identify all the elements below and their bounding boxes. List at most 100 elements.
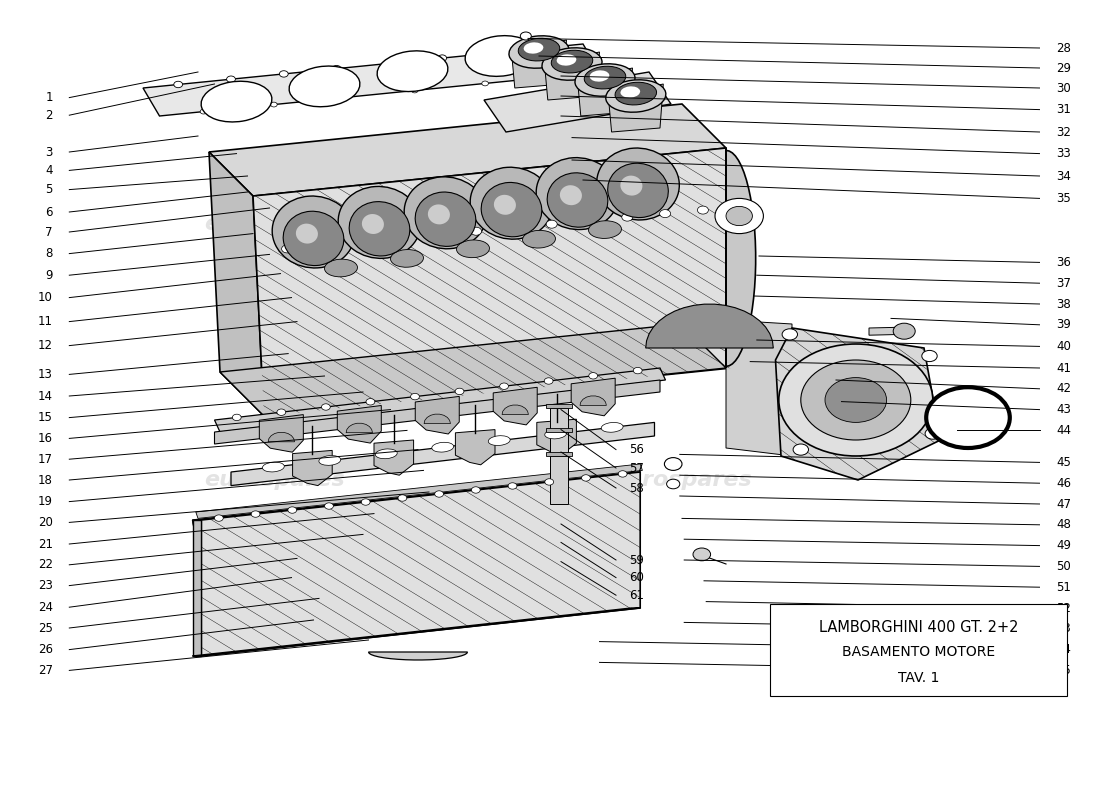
Polygon shape [726,148,756,368]
Polygon shape [192,520,201,656]
Text: 47: 47 [1056,498,1071,510]
Text: 32: 32 [1056,126,1071,138]
Text: 22: 22 [37,558,53,571]
Text: eurospares: eurospares [205,470,345,490]
Circle shape [926,387,1010,448]
Text: 3: 3 [45,146,53,158]
Circle shape [411,88,418,93]
Polygon shape [374,440,414,475]
Circle shape [634,367,642,374]
Ellipse shape [481,182,542,237]
Polygon shape [231,422,654,486]
Text: 20: 20 [37,516,53,529]
Text: 50: 50 [1056,560,1070,573]
Text: 54: 54 [1056,643,1071,656]
Circle shape [288,507,297,514]
Polygon shape [646,304,773,348]
Bar [770,604,1067,696]
Ellipse shape [547,173,608,227]
Text: 8: 8 [45,247,53,260]
Text: BASAMENTO MOTORE: BASAMENTO MOTORE [842,645,996,659]
Text: 48: 48 [1056,518,1071,531]
Circle shape [341,95,348,100]
Circle shape [584,217,595,225]
Ellipse shape [349,202,410,256]
Text: eurospares: eurospares [568,214,708,234]
Circle shape [621,213,632,221]
Polygon shape [415,396,460,434]
Text: 12: 12 [37,339,53,352]
Circle shape [282,245,293,253]
Ellipse shape [575,64,635,96]
Polygon shape [608,84,663,132]
Text: 52: 52 [1056,602,1071,614]
Ellipse shape [584,66,626,89]
Text: 46: 46 [1056,477,1071,490]
Polygon shape [293,450,332,486]
Circle shape [472,486,481,493]
Text: 26: 26 [37,643,53,656]
Circle shape [438,55,447,62]
Ellipse shape [557,54,576,66]
Circle shape [618,470,627,477]
Circle shape [432,230,443,238]
Text: 10: 10 [37,291,53,304]
Text: eurospares: eurospares [612,470,752,490]
Text: TAV. 1: TAV. 1 [898,670,939,685]
Circle shape [358,238,368,246]
Text: 43: 43 [1056,403,1071,416]
Circle shape [482,81,488,86]
Polygon shape [455,430,495,465]
Circle shape [667,479,680,489]
Text: 39: 39 [1056,318,1071,331]
Circle shape [547,220,558,228]
Circle shape [471,227,482,235]
Text: 44: 44 [1056,424,1071,437]
Text: 51: 51 [1056,581,1071,594]
Circle shape [491,50,499,56]
Polygon shape [214,368,666,432]
Circle shape [410,394,419,400]
Polygon shape [571,378,615,416]
Text: 56: 56 [629,443,645,456]
Ellipse shape [404,177,487,249]
Ellipse shape [509,36,569,68]
Polygon shape [201,472,640,656]
Polygon shape [776,328,940,480]
Polygon shape [143,44,600,116]
Ellipse shape [263,462,284,472]
Text: 4: 4 [45,164,53,177]
Ellipse shape [456,240,490,258]
Circle shape [324,503,333,510]
Circle shape [825,378,887,422]
Circle shape [508,482,517,489]
Circle shape [801,360,911,440]
Polygon shape [544,52,600,100]
Circle shape [434,490,443,497]
Polygon shape [368,652,468,660]
Text: 35: 35 [1056,192,1070,205]
Text: 31: 31 [1056,103,1071,116]
Circle shape [332,66,341,72]
Text: 38: 38 [1056,298,1070,310]
Text: 25: 25 [37,622,53,634]
Circle shape [664,458,682,470]
Text: 30: 30 [1056,82,1070,94]
Text: 53: 53 [1056,622,1070,635]
Ellipse shape [390,250,424,267]
Text: 1: 1 [45,91,53,104]
Circle shape [361,499,370,506]
Ellipse shape [338,186,421,258]
Ellipse shape [201,82,272,122]
Text: 2: 2 [45,109,53,122]
Text: 57: 57 [629,462,645,474]
Text: 9: 9 [45,269,53,282]
Ellipse shape [465,36,536,76]
Text: 61: 61 [629,589,645,602]
Polygon shape [268,432,295,442]
Text: eurospares: eurospares [205,214,345,234]
Circle shape [214,515,223,522]
Polygon shape [546,452,572,456]
Ellipse shape [551,50,593,73]
Polygon shape [502,405,528,414]
